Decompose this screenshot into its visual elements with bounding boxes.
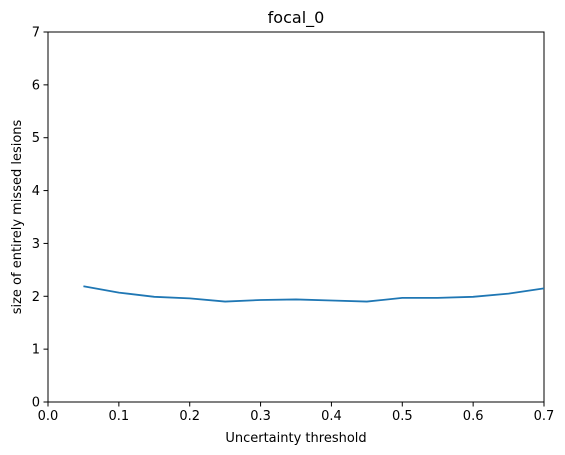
- x-tick-label: 0.1: [109, 409, 130, 424]
- y-tick-label: 3: [32, 237, 40, 252]
- x-tick-label: 0.6: [463, 409, 484, 424]
- y-tick-label: 0: [32, 396, 40, 411]
- y-tick-label: 7: [32, 26, 40, 41]
- y-tick-label: 1: [32, 343, 40, 358]
- series-layer: [83, 285, 545, 303]
- x-axis-label: Uncertainty threshold: [225, 431, 366, 446]
- y-tick-label: 2: [32, 290, 40, 305]
- chart-title: focal_0: [268, 8, 325, 28]
- y-tick-label: 4: [32, 184, 40, 199]
- y-tick-label: 6: [32, 78, 40, 93]
- plot-frame: [47, 31, 545, 403]
- y-axis: 0 1 2 3 4 5 6 7: [32, 26, 48, 411]
- series-line: [83, 285, 545, 303]
- x-tick-label: 0.2: [179, 409, 200, 424]
- y-tick-label: 5: [32, 131, 40, 146]
- y-axis-label: size of entirely missed lesions: [10, 119, 25, 314]
- x-tick-label: 0.4: [321, 409, 342, 424]
- x-tick-label: 0.3: [250, 409, 271, 424]
- x-axis: 0.0 0.1 0.2 0.3 0.4 0.5 0.6 0.7: [38, 402, 555, 424]
- x-tick-label: 0.7: [534, 409, 555, 424]
- plot-area: [47, 31, 545, 403]
- x-tick-label: 0.5: [392, 409, 413, 424]
- x-tick-label: 0.0: [38, 409, 59, 424]
